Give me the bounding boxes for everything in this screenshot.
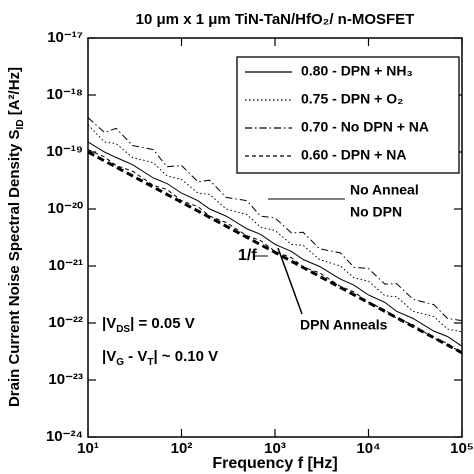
- y-label-sub: ID: [15, 119, 26, 129]
- annotation: |VG - VT| ~ 0.10 V: [102, 348, 218, 368]
- legend-box: [236, 56, 460, 174]
- x-tick-label: 10⁵: [450, 440, 474, 457]
- legend-label: 0.75 - DPN + O₂: [301, 91, 403, 107]
- series-line: [87, 141, 463, 347]
- y-label-unit: [A²/Hz]: [6, 67, 23, 120]
- series-line: [87, 117, 463, 322]
- annotation: No Anneal: [350, 182, 419, 198]
- y-tick-label: 10⁻¹⁹: [46, 143, 83, 160]
- y-label-main: Drain Current Noise Spectral Density S: [6, 129, 23, 407]
- annotation-part: |V: [102, 315, 116, 332]
- annotation-part: G: [116, 357, 124, 368]
- chart-title: 10 μm x 1 μm TiN-TaN/HfO₂/ n-MOSFET: [136, 11, 415, 28]
- y-tick-label: 10⁻¹⁷: [47, 29, 83, 46]
- legend-label: 0.60 - DPN + NA: [301, 147, 406, 163]
- legend-label: 0.80 - DPN + NH₃: [301, 63, 413, 79]
- annotation-part: | = 0.05 V: [130, 315, 195, 332]
- annotation-part: |V: [102, 348, 116, 365]
- y-axis-label: Drain Current Noise Spectral Density SID…: [6, 67, 26, 407]
- annotation-part: T: [147, 357, 153, 368]
- x-tick-label: 10⁴: [356, 440, 380, 457]
- y-tick-label: 10⁻¹⁸: [46, 86, 83, 103]
- annotation: No DPN: [350, 204, 402, 220]
- y-tick-label: 10⁻²¹: [48, 257, 83, 274]
- x-axis-label: Frequency f [Hz]: [212, 455, 337, 472]
- annotation-pointer: [277, 247, 303, 315]
- legend-label: 0.70 - No DPN + NA: [301, 119, 429, 135]
- x-tick-label: 10³: [264, 440, 286, 457]
- x-tick-label: 10¹: [77, 440, 99, 457]
- annotation-part: | ~ 0.10 V: [153, 348, 218, 365]
- y-tick-label: 10⁻²⁰: [47, 200, 83, 217]
- annotation: |VDS| = 0.05 V: [102, 315, 195, 335]
- annotation: DPN Anneals: [300, 317, 388, 333]
- y-tick-label: 10⁻²³: [48, 371, 83, 388]
- annotation-part: - V: [124, 348, 147, 365]
- annotation-part: DS: [116, 324, 130, 335]
- y-tick-label: 10⁻²²: [48, 314, 83, 331]
- x-tick-label: 10²: [171, 440, 193, 457]
- reference-line: [87, 150, 463, 355]
- y-tick-label: 10⁻²⁴: [46, 428, 83, 445]
- annotation: 1/f: [238, 247, 257, 264]
